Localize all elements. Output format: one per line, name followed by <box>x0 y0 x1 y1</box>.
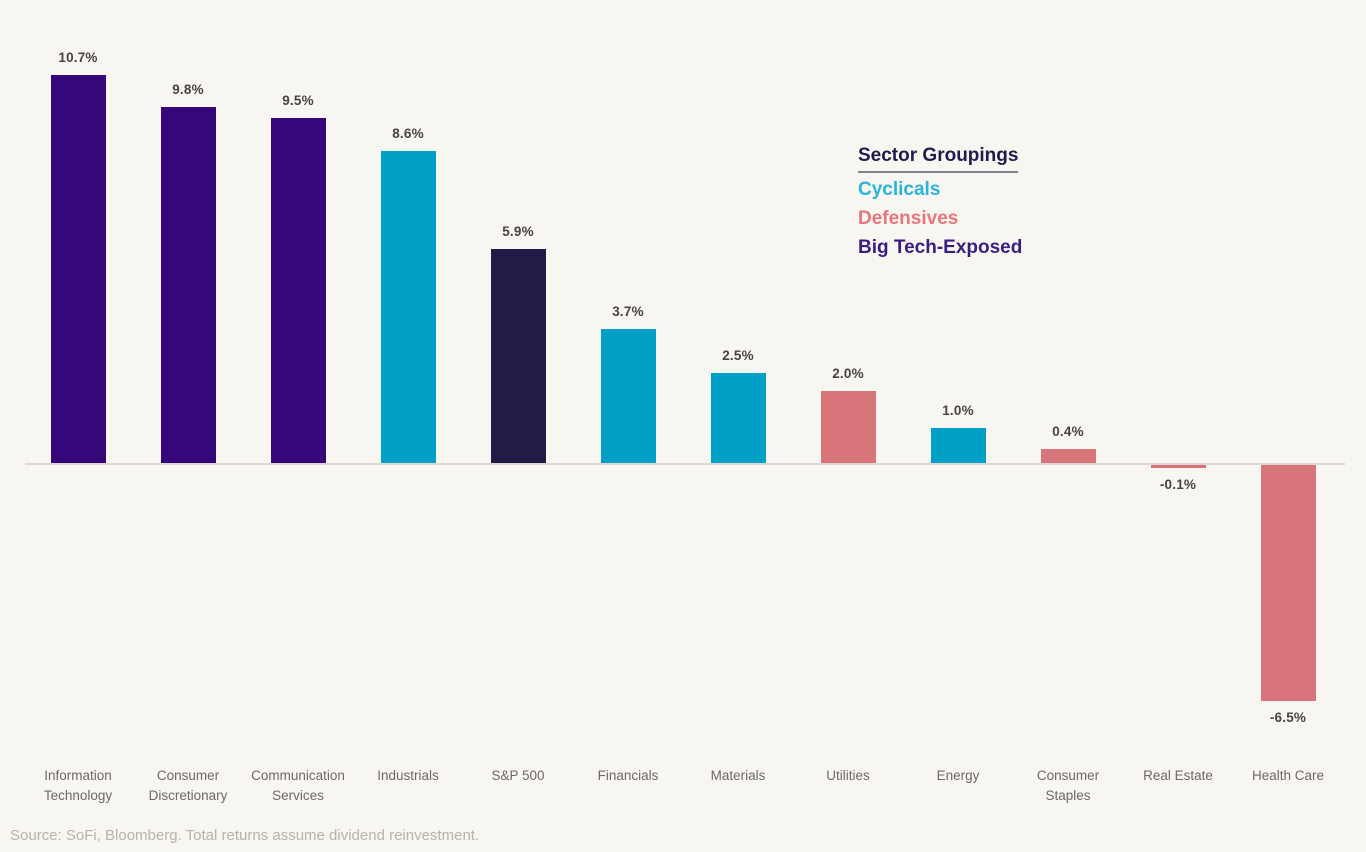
legend-item-cyclicals: Cyclicals <box>858 179 941 200</box>
category-label-real-estate: Real Estate <box>1143 768 1213 783</box>
bar-real-estate <box>1150 464 1206 468</box>
legend: Sector Groupings Cyclicals Defensives Big … <box>858 141 1022 262</box>
category-label-materials: Materials <box>710 768 766 783</box>
legend-items: Cyclicals Defensives Big Tech-Exposed <box>858 175 1022 262</box>
bar-consumer-staples <box>1040 449 1096 464</box>
bar-value-label: 10.7% <box>58 49 98 65</box>
category-label-consumer-staples: Consumer Staples <box>1036 768 1100 803</box>
bar-value-label: 0.4% <box>1052 424 1084 440</box>
bar-value-label: 2.0% <box>832 366 864 382</box>
bar-information-technology <box>50 74 106 464</box>
category-label-health-care: Health Care <box>1251 768 1325 783</box>
bar-s-p-500 <box>490 249 546 464</box>
category-label-financials: Financials <box>597 768 659 783</box>
bar-energy <box>930 427 986 464</box>
bar-value-label: 2.5% <box>722 348 754 363</box>
legend-title: Sector Groupings <box>858 141 1019 173</box>
category-label-energy: Energy <box>936 768 980 783</box>
bar-communication-services <box>270 118 326 464</box>
bar-health-care <box>1260 464 1316 701</box>
bar-value-label: 3.7% <box>612 304 644 320</box>
bar-value-label: 9.5% <box>282 93 314 109</box>
bar-financials <box>600 329 656 464</box>
bar-industrials <box>380 150 436 464</box>
bar-value-label: 9.8% <box>172 82 204 98</box>
category-label-industrials: Industrials <box>377 768 439 783</box>
category-label-communication-services: Communication Services <box>251 768 345 803</box>
bar-value-label: 8.6% <box>392 125 424 141</box>
bar-materials <box>710 373 766 464</box>
bar-utilities <box>820 391 876 464</box>
legend-item-defensives: Defensives <box>858 208 959 229</box>
legend-item-big-tech-exposed: Big Tech-Exposed <box>858 237 1023 258</box>
bar-value-label: -0.1% <box>1159 476 1197 492</box>
bar-consumer-discretionary <box>160 107 216 464</box>
category-labels: Information Technology Consumer Discretio… <box>23 766 1343 806</box>
category-label-information-technology: Information Technology <box>43 768 113 803</box>
x-axis-line <box>25 463 1345 465</box>
category-label-s-p-500: S&P 500 <box>491 768 545 783</box>
category-label-consumer-discretionary: Consumer Discretionary <box>148 768 228 803</box>
category-label-utilities: Utilities <box>826 768 870 783</box>
bar-value-label: -6.5% <box>1269 709 1307 725</box>
bar-value-label: 5.9% <box>502 224 534 240</box>
bar-value-label: 1.0% <box>942 402 974 418</box>
source-note: Source: SoFi, Bloomberg. Total returns a… <box>10 827 480 844</box>
